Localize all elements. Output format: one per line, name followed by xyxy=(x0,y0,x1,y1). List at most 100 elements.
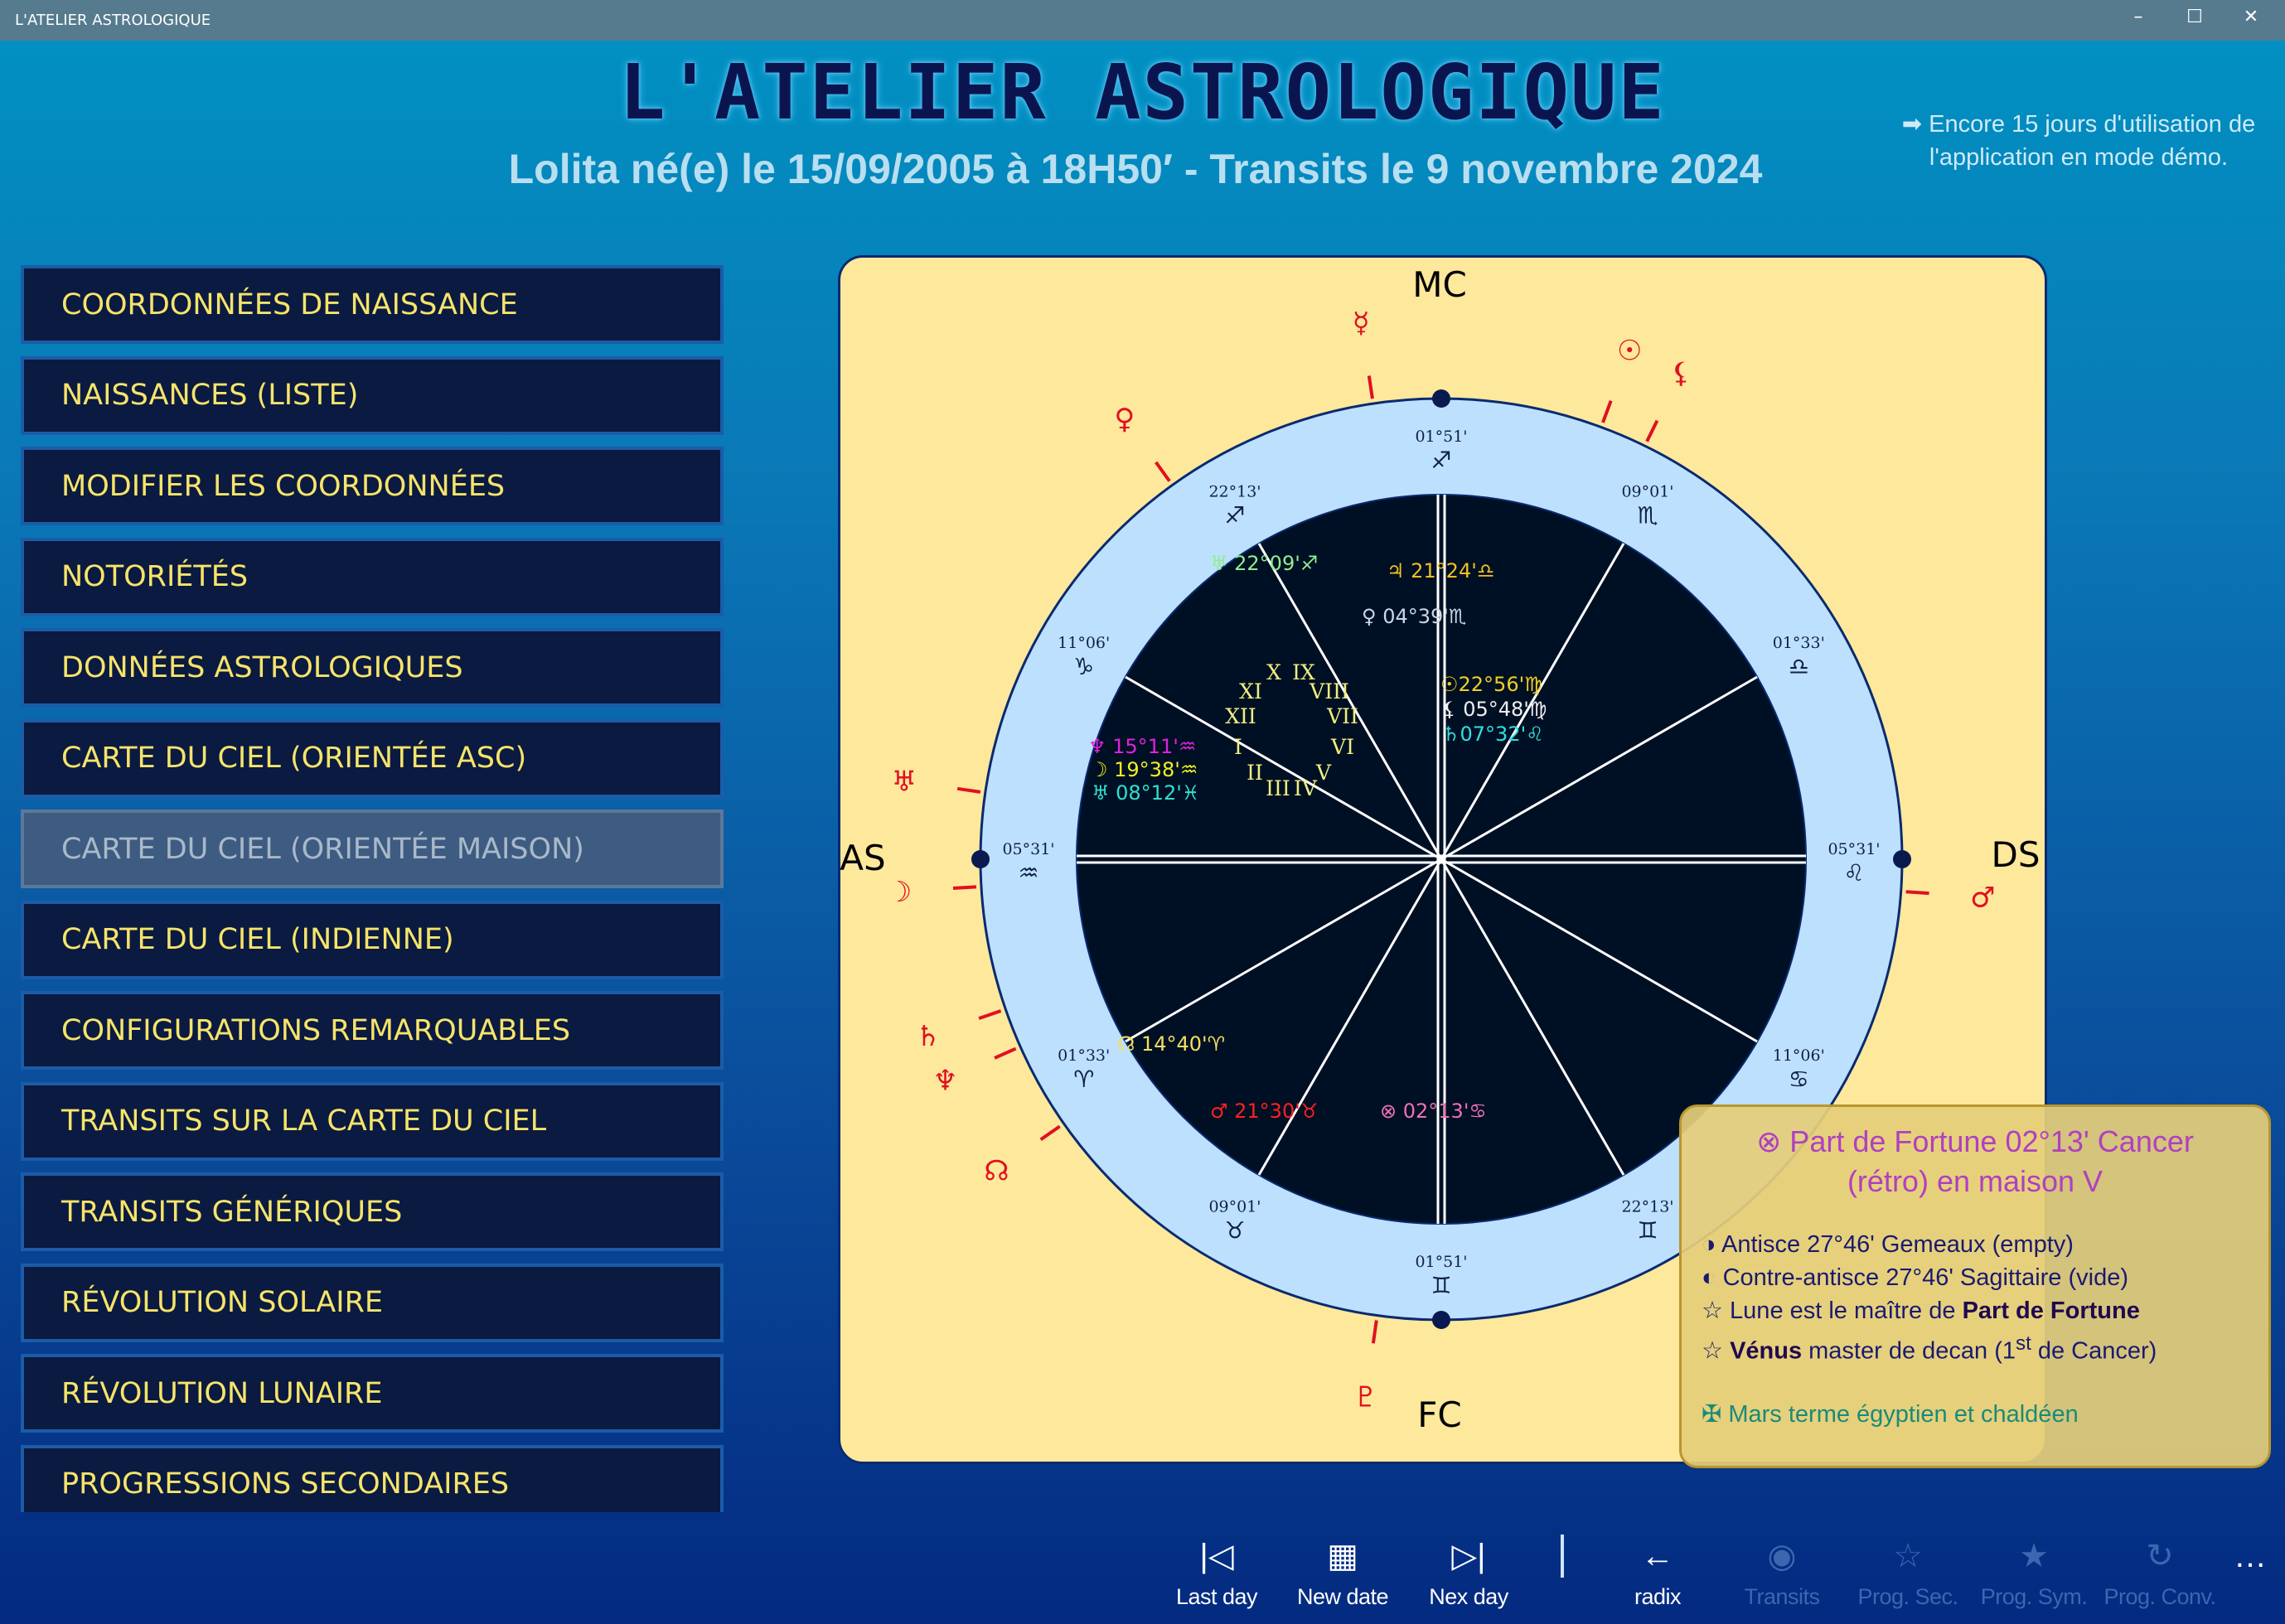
transit-tick xyxy=(1905,890,1929,896)
maximize-button[interactable]: ☐ xyxy=(2186,7,2203,27)
antisce-line: ◑ Antisce 27°46' Gemeaux (empty) xyxy=(1702,1231,2074,1258)
natal-planet-label: ♅ 08°12'♓ xyxy=(1092,781,1199,805)
house-number: IX xyxy=(1292,660,1315,684)
menu-item[interactable]: CARTE DU CIEL (INDIENNE) xyxy=(21,900,724,979)
natal-planet-label: ♅ 22°09'♐ xyxy=(1210,552,1318,575)
toolbar-icon: |◁ xyxy=(1199,1538,1234,1574)
transit-planet-icon: ♄ xyxy=(915,1020,940,1053)
cusp-sign-icon: ♑ xyxy=(1073,653,1094,680)
cusp-degree: 01°33' xyxy=(1773,634,1825,652)
natal-planet-label: ♃ 21°24'♎ xyxy=(1387,559,1494,582)
title-bar: L'ATELIER ASTROLOGIQUE xyxy=(0,0,2285,41)
demo-notice: ➡ Encore 15 jours d'utilisation de l'app… xyxy=(1901,111,2256,171)
menu-item[interactable]: CARTE DU CIEL (ORIENTÉE ASC) xyxy=(21,718,724,798)
toolbar-radix-button[interactable]: ← radix xyxy=(1595,1533,1720,1610)
cusp-sign-icon: ♋ xyxy=(1789,1066,1809,1093)
part-of-fortune-tooltip: ⊗ Part de Fortune 02°13' Cancer (rétro) e… xyxy=(1679,1104,2271,1468)
cusp-degree: 22°13' xyxy=(1621,1197,1673,1216)
angle-dot xyxy=(1432,1311,1450,1329)
toolbar-label: radix xyxy=(1634,1584,1682,1609)
cusp-degree: 01°51' xyxy=(1415,1253,1467,1271)
transit-planet-icon: ♇ xyxy=(1353,1381,1378,1414)
menu-item[interactable]: MODIFIER LES COORDONNÉES xyxy=(21,447,724,525)
house-number: VII xyxy=(1326,704,1358,728)
transit-planet-icon: ☊ xyxy=(984,1155,1009,1188)
venus-bold: Vénus xyxy=(1730,1337,1803,1365)
transit-planet-icon: ☽ xyxy=(887,876,912,909)
toolbar-icon: ☆ xyxy=(1893,1538,1923,1574)
menu-item[interactable]: NAISSANCES (LISTE) xyxy=(21,355,724,435)
house-cusp-line xyxy=(1440,858,1625,1176)
house-cusp-line xyxy=(1125,675,1442,861)
cusp-degree: 05°31' xyxy=(1002,840,1054,858)
house-number: VI xyxy=(1330,735,1354,759)
toolbar-prog-conv--button[interactable]: ↻ Prog. Conv. xyxy=(2098,1533,2222,1610)
transit-planet-icon: ♂ xyxy=(1970,882,1995,915)
transit-planet-icon: ♅ xyxy=(892,765,917,798)
cusp-degree: 11°06' xyxy=(1773,1046,1825,1065)
transit-tick xyxy=(978,1009,1002,1020)
app-title: L'ATELIER ASTROLOGIQUE xyxy=(619,48,1666,137)
cusp-degree: 01°33' xyxy=(1058,1046,1110,1065)
house-number: III xyxy=(1266,776,1290,800)
transit-planet-icon: ☿ xyxy=(1353,307,1370,340)
angle-label-ds: DS xyxy=(1991,834,2040,875)
contre-antisce-line: ◐ Contre-antisce 27°46' Sagittaire (vide… xyxy=(1702,1264,2129,1291)
minimize-button[interactable]: – xyxy=(2133,7,2143,27)
venus-text: master de decan (1 xyxy=(1802,1337,2016,1365)
cusp-sign-icon: ♉ xyxy=(1224,1216,1245,1244)
menu-item[interactable]: COORDONNÉES DE NAISSANCE xyxy=(21,265,724,344)
toolbar-label: Prog. Sym. xyxy=(1980,1584,2088,1609)
menu-item[interactable]: DONNÉES ASTROLOGIQUES xyxy=(21,628,724,707)
tooltip-title-line1: ⊗ Part de Fortune 02°13' Cancer xyxy=(1756,1124,2194,1158)
cusp-degree: 09°01' xyxy=(1208,1197,1261,1216)
house-cusp-line xyxy=(1440,675,1758,861)
tooltip-title-line2: (rétro) en maison V xyxy=(1847,1164,2103,1198)
toolbar-label: Nex day xyxy=(1429,1584,1508,1609)
menu-item[interactable]: TRANSITS GÉNÉRIQUES xyxy=(21,1172,724,1251)
cusp-sign-icon: ♈ xyxy=(1073,1066,1094,1093)
cusp-sign-icon: ♒ xyxy=(1018,859,1038,887)
cusp-sign-icon: ♏ xyxy=(1637,502,1658,529)
angle-label-fc: FC xyxy=(1417,1394,1461,1435)
house-cusp-line xyxy=(1257,543,1443,860)
natal-planet-label: ☊ 14°40'♈ xyxy=(1117,1032,1225,1056)
toolbar-icon: ← xyxy=(1641,1538,1674,1574)
transit-tick xyxy=(952,885,977,890)
venus-sup: st xyxy=(2016,1332,2031,1355)
toolbar-nex-day-button[interactable]: ▷| Nex day xyxy=(1406,1533,1531,1610)
toolbar-transits-button[interactable]: ◉ Transits xyxy=(1720,1533,1844,1610)
more-button[interactable]: … xyxy=(2229,1533,2271,1579)
menu-item[interactable]: TRANSITS SUR LA CARTE DU CIEL xyxy=(21,1081,724,1161)
natal-planet-label: ♄07°32'♌ xyxy=(1442,723,1544,746)
toolbar-separator xyxy=(1561,1535,1564,1578)
menu-item[interactable]: NOTORIÉTÉS xyxy=(21,537,724,616)
toolbar-icon: ▷| xyxy=(1451,1538,1486,1574)
lune-master-line: ☆ Lune est le maître de Part de Fortune xyxy=(1702,1294,2249,1327)
toolbar-prog-sec--button[interactable]: ☆ Prog. Sec. xyxy=(1846,1533,1970,1610)
toolbar-last-day-button[interactable]: |◁ Last day xyxy=(1155,1533,1279,1610)
house-number: XI xyxy=(1239,679,1262,703)
toolbar-label: Prog. Sec. xyxy=(1857,1584,1958,1609)
menu-item[interactable]: RÉVOLUTION SOLAIRE xyxy=(21,1263,724,1342)
close-button[interactable]: ✕ xyxy=(2243,7,2259,27)
cusp-sign-icon: ♌ xyxy=(1843,859,1864,887)
cusp-sign-icon: ♊ xyxy=(1431,1272,1451,1299)
natal-planet-label: ♂ 21°30'♉ xyxy=(1210,1100,1318,1123)
transit-tick xyxy=(1155,461,1171,482)
menu-item[interactable]: PROGRESSIONS SECONDAIRES xyxy=(21,1444,724,1512)
window-title: L'ATELIER ASTROLOGIQUE xyxy=(15,12,211,29)
bottom-toolbar: |◁ Last day ▦ New date ▷| Nex day ← radix ◉ Trans… xyxy=(0,1508,2285,1624)
menu-item[interactable]: RÉVOLUTION LUNAIRE xyxy=(21,1354,724,1433)
angle-label-as: AS xyxy=(840,838,885,878)
venus-decan-line: ☆ Vénus master de decan (1st de Cancer) xyxy=(1702,1332,2157,1365)
toolbar-prog-sym--button[interactable]: ★ Prog. Sym. xyxy=(1972,1533,2096,1610)
transit-tick xyxy=(1601,399,1613,423)
cusp-sign-icon: ♎ xyxy=(1789,653,1809,680)
chart-subtitle: Lolita né(e) le 15/09/2005 à 18H50′ - Tr… xyxy=(508,146,1763,192)
toolbar-new-date-button[interactable]: ▦ New date xyxy=(1280,1533,1405,1610)
menu-item[interactable]: CONFIGURATIONS REMARQUABLES xyxy=(21,991,724,1070)
menu-item[interactable]: CARTE DU CIEL (ORIENTÉE MAISON) xyxy=(21,810,724,888)
transit-tick xyxy=(994,1046,1017,1060)
